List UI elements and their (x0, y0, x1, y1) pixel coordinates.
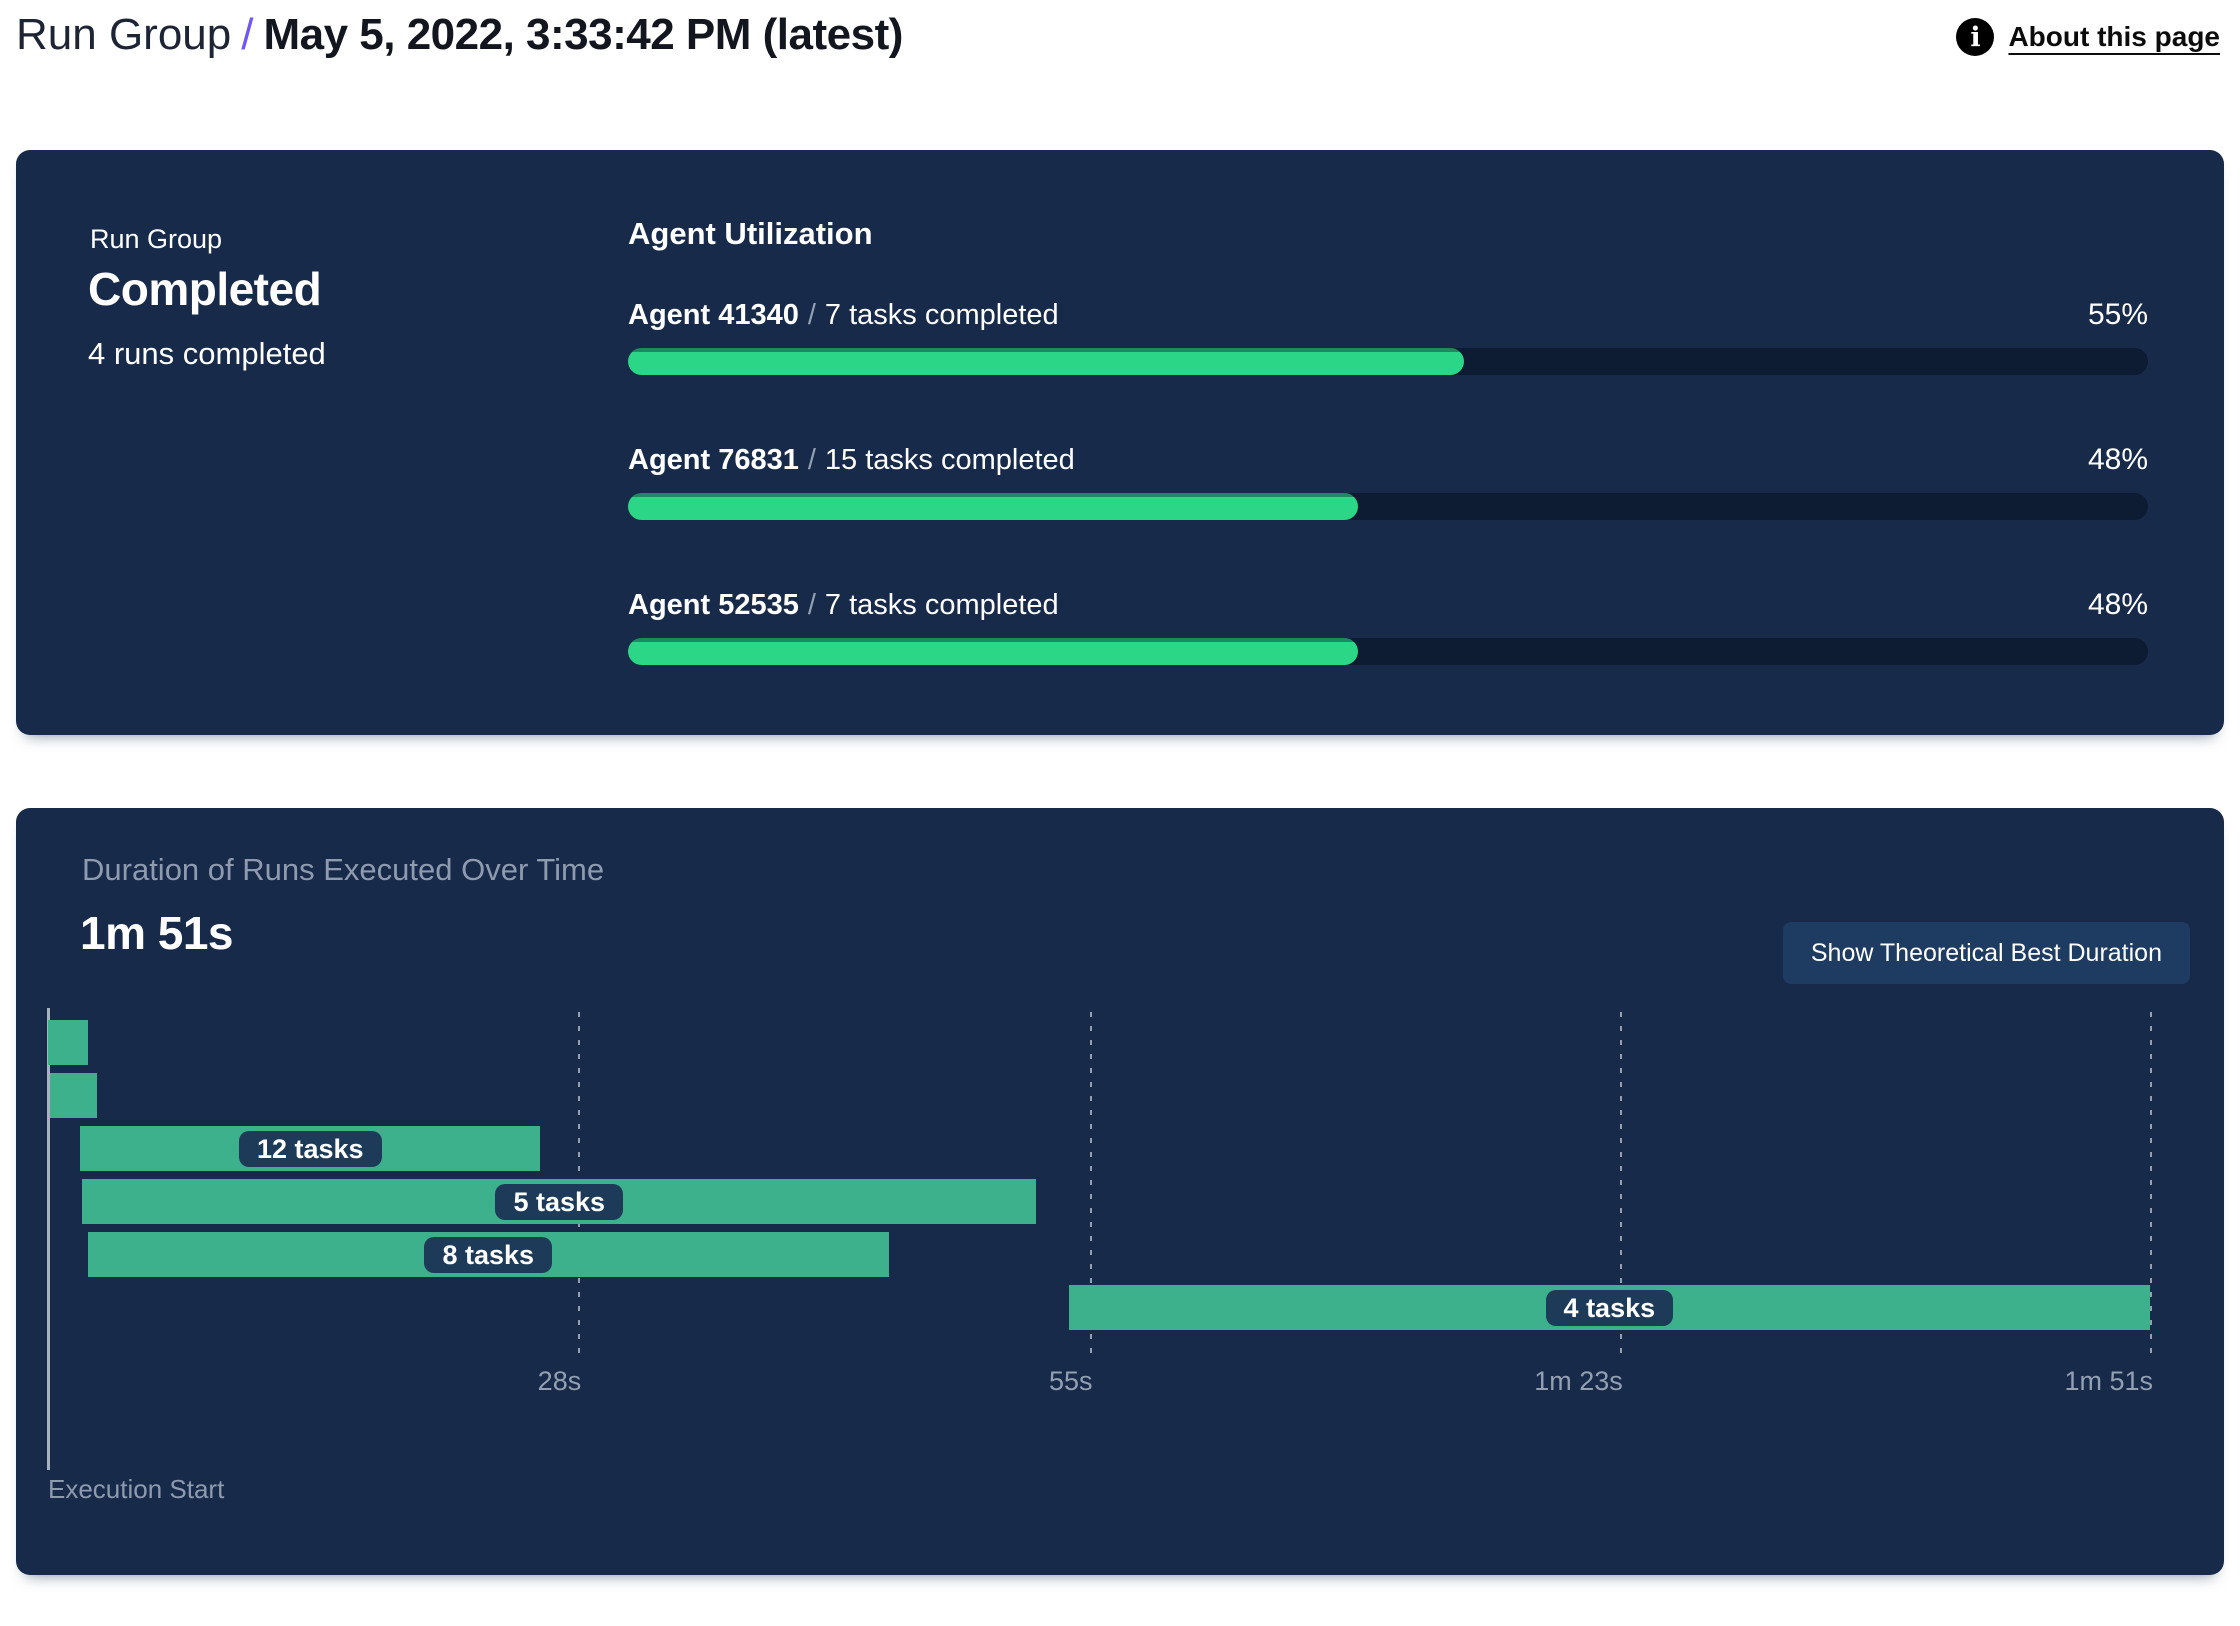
agent-utilization-percent: 48% (2087, 588, 2148, 621)
agent-name: Agent 76831 (628, 444, 799, 476)
run-group-label: Run Group (90, 224, 223, 254)
run-task-count-pill: 8 tasks (424, 1236, 553, 1273)
axis-tick-label: 1m 51s (2064, 1366, 2153, 1396)
agent-name: Agent 41340 (628, 299, 799, 331)
utilization-bar-fill (628, 493, 1358, 520)
run-group-summary-panel: Run Group Completed 4 runs completed Age… (16, 150, 2224, 735)
run-task-count-pill: 4 tasks (1545, 1289, 1674, 1326)
agent-rows: Agent 41340/7 tasks completed 55% Agent 76… (628, 298, 2148, 665)
gridline-55s (1089, 1012, 1092, 1358)
utilization-bar-track (628, 493, 2148, 520)
breadcrumb-separator: / (241, 10, 254, 59)
execution-start-label: Execution Start (48, 1474, 225, 1504)
agent-utilization-title: Agent Utilization (628, 216, 873, 251)
utilization-bar-fill (628, 638, 1358, 665)
duration-chart-panel: Duration of Runs Executed Over Time 1m 5… (16, 808, 2224, 1575)
agent-label-separator: / (807, 589, 816, 621)
run-bar[interactable]: 4 tasks (1068, 1285, 2150, 1330)
agent-utilization-percent: 55% (2087, 298, 2148, 331)
run-bar[interactable]: 5 tasks (82, 1179, 1037, 1224)
agent-label-separator: / (807, 299, 816, 331)
agent-name: Agent 52535 (628, 589, 799, 621)
runs-completed-text: 4 runs completed (88, 336, 326, 371)
chart-title: Duration of Runs Executed Over Time (82, 852, 605, 887)
run-bar[interactable]: 8 tasks (87, 1232, 889, 1277)
agent-utilization-section: Agent Utilization Agent 41340/7 tasks co… (628, 216, 2148, 733)
agent-row: Agent 41340/7 tasks completed 55% (628, 298, 2148, 375)
page-header: Run Group / May 5, 2022, 3:33:42 PM (lates… (16, 0, 2224, 90)
agent-utilization-percent: 48% (2087, 443, 2148, 476)
agent-label-separator: / (807, 444, 816, 476)
agent-tasks-completed: 7 tasks completed (824, 299, 1059, 331)
about-this-page-link[interactable]: i About this page (1956, 18, 2220, 56)
execution-start-axis-line (47, 1008, 50, 1470)
agent-row-labels: Agent 76831/15 tasks completed 48% (628, 443, 2148, 477)
agent-tasks-completed: 15 tasks completed (824, 444, 1075, 476)
run-task-count-pill: 5 tasks (495, 1183, 624, 1220)
run-title: May 5, 2022, 3:33:42 PM (latest) (263, 10, 903, 59)
agent-label: Agent 41340/7 tasks completed (628, 299, 1059, 332)
axis-tick-label: 55s (1048, 1366, 1093, 1396)
breadcrumb: Run Group (16, 10, 232, 59)
show-theoretical-best-duration-button[interactable]: Show Theoretical Best Duration (1782, 922, 2190, 984)
run-group-status: Completed (88, 263, 322, 315)
gridline-1m51s (2150, 1012, 2152, 1358)
total-duration-value: 1m 51s (80, 907, 234, 959)
run-bar[interactable]: 12 tasks (80, 1126, 541, 1171)
gantt-chart: Execution Start 28s 55s 1m 23s 1m 51s 12 tas… (47, 1008, 2208, 1542)
run-task-count-pill: 12 tasks (238, 1130, 382, 1167)
run-bar[interactable] (49, 1073, 98, 1118)
utilization-bar-track (628, 348, 2148, 375)
about-link-label: About this page (2008, 21, 2220, 52)
agent-label: Agent 76831/15 tasks completed (628, 444, 1075, 477)
agent-tasks-completed: 7 tasks completed (824, 589, 1059, 621)
info-icon: i (1956, 18, 1995, 56)
agent-row-labels: Agent 41340/7 tasks completed 55% (628, 298, 2148, 332)
page-title: Run Group / May 5, 2022, 3:33:42 PM (lates… (16, 10, 903, 60)
agent-row: Agent 52535/7 tasks completed 48% (628, 588, 2148, 665)
agent-label: Agent 52535/7 tasks completed (628, 589, 1059, 622)
axis-tick-label: 28s (537, 1366, 582, 1396)
agent-row: Agent 76831/15 tasks completed 48% (628, 443, 2148, 520)
agent-row-labels: Agent 52535/7 tasks completed 48% (628, 588, 2148, 622)
utilization-bar-track (628, 638, 2148, 665)
axis-tick-label: 1m 23s (1534, 1366, 1623, 1396)
gridline-1m23s (1619, 1012, 1622, 1358)
utilization-bar-fill (628, 348, 1464, 375)
run-bar[interactable] (48, 1020, 88, 1065)
